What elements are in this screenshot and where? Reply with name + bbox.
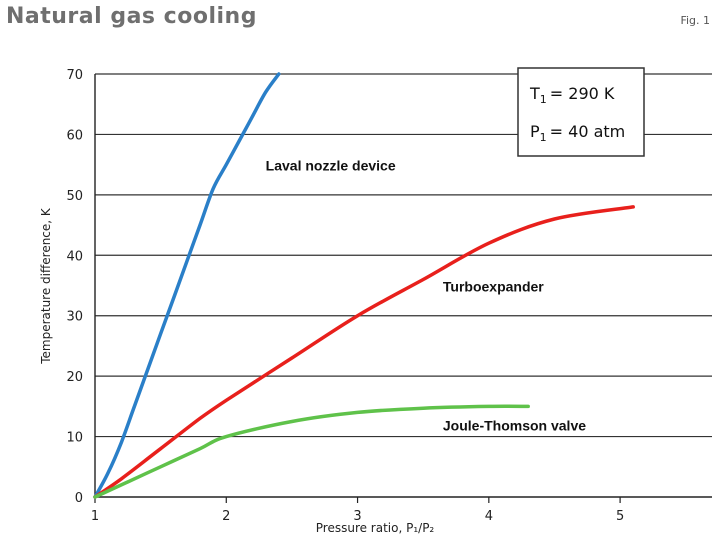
gridlines xyxy=(95,73,712,438)
y-tick-label: 10 xyxy=(66,431,83,446)
y-tick-label: 30 xyxy=(66,310,83,325)
y-tick-label: 0 xyxy=(75,491,83,506)
x-tick-label: 4 xyxy=(485,509,493,524)
t1-text: T1 = 290 K xyxy=(529,84,615,106)
series-annotation: Laval nozzle device xyxy=(266,158,396,174)
x-axis-label: Pressure ratio, P₁/P₂ xyxy=(316,521,435,535)
series-annotation: Turboexpander xyxy=(443,279,544,295)
y-tick-label: 70 xyxy=(66,68,83,83)
chart-title: Natural gas cooling xyxy=(6,4,257,29)
series-lines xyxy=(93,72,635,499)
figure-label: Fig. 1 xyxy=(680,14,710,27)
y-tick-label: 60 xyxy=(66,128,83,143)
x-tick-label: 1 xyxy=(91,509,99,524)
y-tick-label: 40 xyxy=(66,249,83,264)
y-axis-label: Temperature difference, K xyxy=(39,207,53,365)
tick-labels: 0 10 20 30 40 50 60 70 1 2 3 4 5 xyxy=(66,68,624,524)
y-tick-label: 20 xyxy=(66,370,83,385)
conditions-box: T1 = 290 K P1 = 40 atm xyxy=(517,67,645,157)
series-line-turboexpander xyxy=(93,205,635,499)
x-tick-label: 2 xyxy=(222,509,230,524)
series-annotations: Laval nozzle device Turboexpander Joule-Th… xyxy=(266,158,587,434)
x-tick-label: 3 xyxy=(353,509,361,524)
series-annotation: Joule-Thomson valve xyxy=(443,418,586,434)
series-line-laval-nozzle-device xyxy=(93,72,281,499)
x-tick-label: 5 xyxy=(616,509,624,524)
y-tick-label: 50 xyxy=(66,189,83,204)
p1-text: P1 = 40 atm xyxy=(530,122,625,144)
axes xyxy=(94,74,712,503)
series-line-joule-thomson-valve xyxy=(93,404,530,499)
